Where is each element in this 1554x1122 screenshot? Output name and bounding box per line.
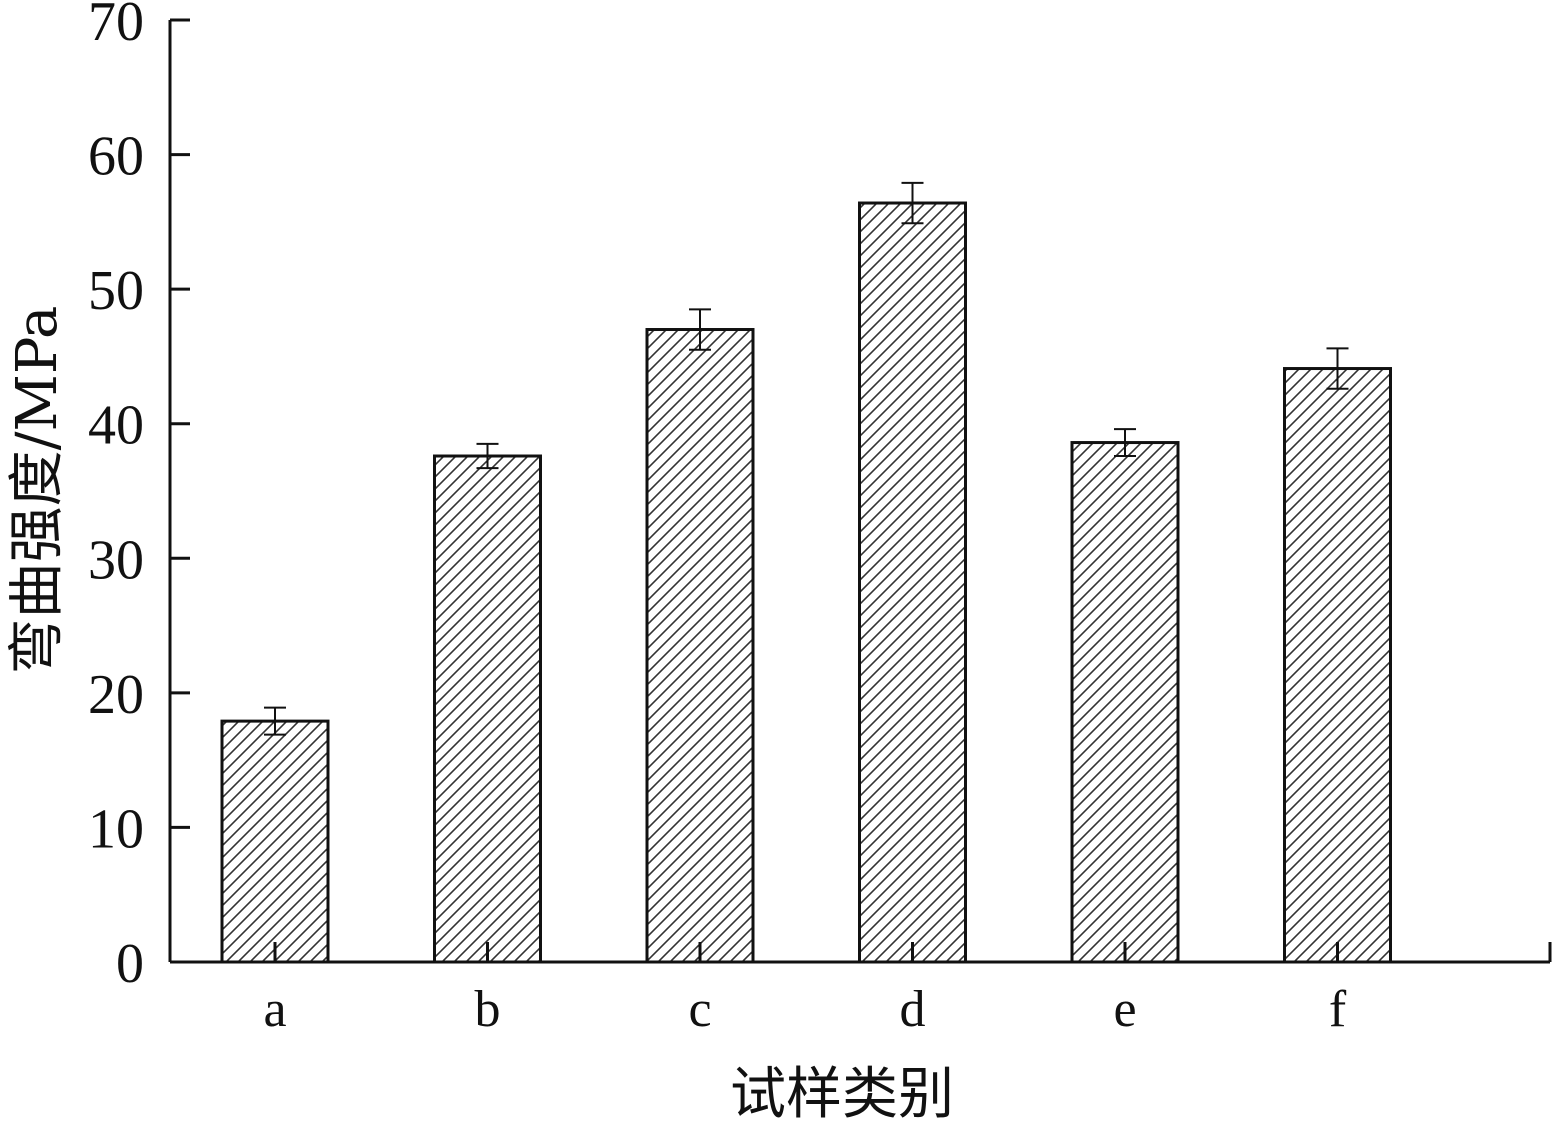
y-tick-label: 30: [88, 529, 144, 591]
y-tick-label: 0: [116, 933, 144, 995]
x-tick-label-b: b: [475, 981, 501, 1038]
y-tick-label: 70: [88, 0, 144, 53]
bar-c: [645, 328, 755, 964]
y-tick-label: 60: [88, 126, 144, 188]
x-axis-title: 试样类别: [730, 1062, 954, 1122]
bars-layer: [220, 201, 1392, 964]
bar-f: [1283, 367, 1392, 964]
y-tick-label: 20: [88, 664, 144, 726]
axes-layer: [168, 18, 1552, 964]
y-tick-label: 40: [88, 395, 144, 457]
x-tick-label-a: a: [263, 981, 286, 1038]
bar-e: [1070, 441, 1180, 964]
error-bar-f: [1326, 347, 1349, 390]
bar-a: [220, 719, 330, 964]
x-tick-label-e: e: [1113, 981, 1136, 1038]
y-tick-label: 50: [88, 260, 144, 322]
error-bar-a: [264, 706, 286, 736]
bar-d: [858, 201, 967, 964]
y-axis-title: 弯曲强度/MPa: [5, 306, 70, 675]
bar-b: [433, 454, 542, 964]
x-tick-label-f: f: [1329, 981, 1347, 1038]
x-tick-label-c: c: [688, 981, 711, 1038]
error-bar-d: [901, 181, 924, 225]
x-tick-label-d: d: [900, 981, 926, 1038]
error-bar-e: [1114, 428, 1136, 458]
y-tick-label: 10: [88, 798, 144, 860]
error-bars-layer: [264, 181, 1349, 736]
error-bar-b: [476, 442, 499, 470]
labels-layer: 0 10 20 30 40 50 60 70 a b c d e f 试样类别 弯曲强度/MPa: [5, 0, 1347, 1122]
error-bar-c: [689, 308, 711, 351]
